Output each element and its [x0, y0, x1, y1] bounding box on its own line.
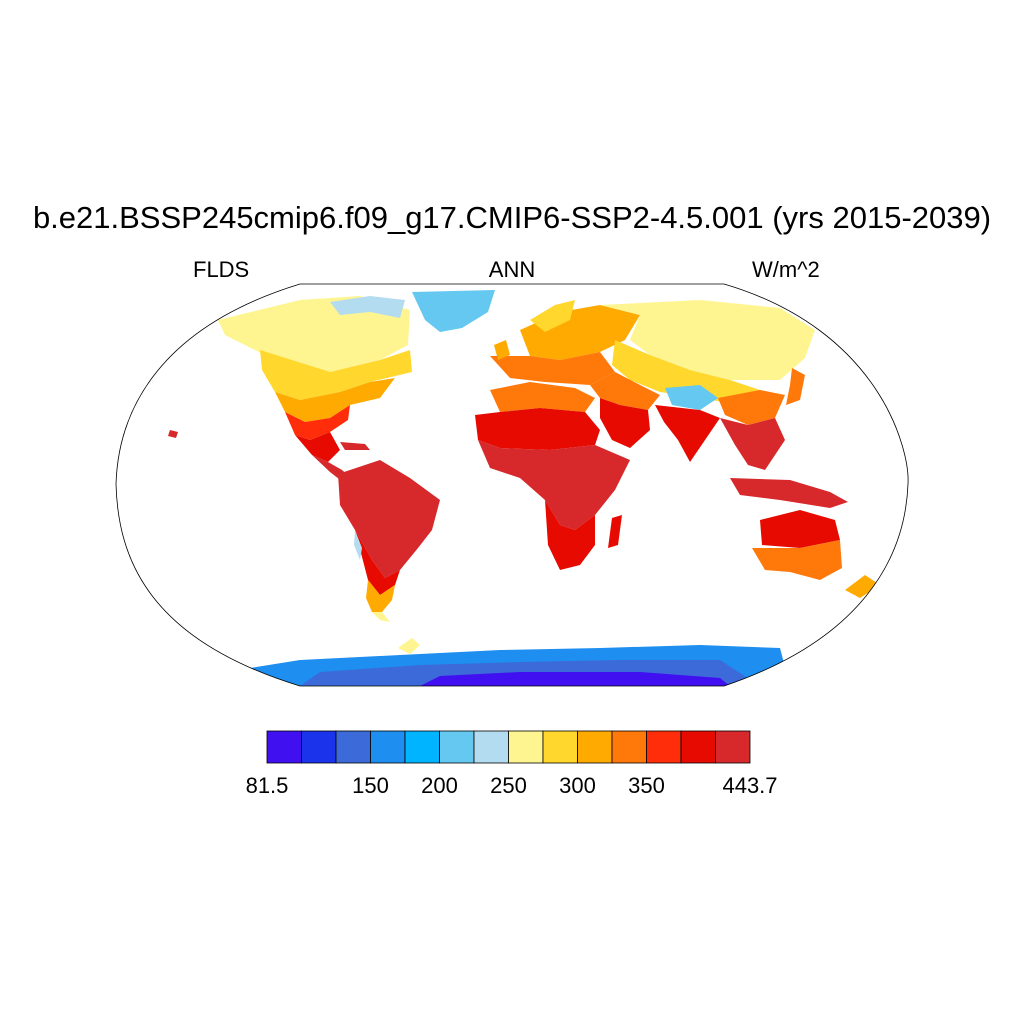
- land-southeast-asia: [720, 418, 785, 470]
- land-arabia: [600, 398, 650, 448]
- colorbar-swatch: [577, 730, 613, 764]
- colorbar-swatch: [473, 730, 509, 764]
- colorbar-swatch: [508, 730, 544, 764]
- colorbar-tick-label: 250: [490, 773, 527, 798]
- colorbar-tick-label: 300: [559, 773, 596, 798]
- colorbar-swatch: [542, 730, 578, 764]
- land-scandinavia: [530, 300, 575, 332]
- colorbar-swatch: [266, 730, 302, 764]
- colorbar-tick-label: 81.5: [245, 773, 289, 798]
- land-siberia: [600, 300, 815, 380]
- units-label: W/m^2: [752, 257, 820, 282]
- map-boundary: [115, 283, 909, 687]
- colorbar-tick-label: 350: [628, 773, 665, 798]
- colorbar-swatch: [404, 730, 440, 764]
- land-patagonia: [366, 580, 395, 612]
- land-north-america-gulf: [285, 405, 350, 440]
- colorbar-swatch: [715, 730, 751, 764]
- land-south-america-south: [355, 530, 400, 595]
- land-canadian-arctic: [330, 296, 405, 318]
- land-central-asia: [612, 340, 760, 405]
- colorbar-swatch: [370, 730, 406, 764]
- land-north-america-south: [275, 378, 395, 422]
- land-india: [655, 405, 720, 462]
- colorbar-tick-label: 200: [421, 773, 458, 798]
- land-antarctica-plateau: [420, 672, 730, 686]
- variable-label: FLDS: [193, 257, 250, 282]
- land-middle-east: [590, 372, 660, 410]
- land-central-africa: [478, 440, 630, 530]
- land-tibet: [665, 385, 718, 410]
- plot-title: b.e21.BSSP245cmip6.f09_g17.CMIP6-SSP2-4.…: [32, 200, 992, 235]
- land-uk: [494, 340, 510, 360]
- land-australia-north: [760, 510, 840, 548]
- colorbar: [266, 730, 751, 764]
- land-north-america-mid: [260, 350, 412, 400]
- land-andes: [354, 530, 362, 560]
- season-label: ANN: [488, 257, 536, 282]
- land-madagascar: [608, 515, 622, 548]
- land-europe-south: [490, 352, 615, 385]
- colorbar-swatch: [611, 730, 647, 764]
- colorbar-swatch: [335, 730, 371, 764]
- colorbar-tick-label: 443.7: [722, 773, 778, 798]
- land-southern-africa: [545, 500, 595, 570]
- colorbar-swatch: [646, 730, 682, 764]
- land-china-east: [718, 390, 785, 425]
- land-south-america: [338, 460, 440, 578]
- land-indonesia: [730, 478, 848, 508]
- colorbar-tick-label: 150: [352, 773, 389, 798]
- land-australia-south: [752, 540, 842, 580]
- colorbar-swatch: [301, 730, 337, 764]
- land-new-zealand: [845, 575, 880, 598]
- colorbar-swatch: [439, 730, 475, 764]
- land-greenland: [412, 290, 495, 332]
- land-north-africa: [490, 382, 595, 412]
- land-hawaii: [168, 430, 178, 438]
- land-tierra-del-fuego: [372, 612, 390, 622]
- land-sahara: [475, 408, 600, 450]
- land-mexico: [295, 432, 340, 462]
- land-japan: [786, 368, 805, 405]
- colorbar-swatch: [680, 730, 716, 764]
- land-antarctic-peninsula: [398, 638, 420, 654]
- land-caribbean: [340, 442, 370, 450]
